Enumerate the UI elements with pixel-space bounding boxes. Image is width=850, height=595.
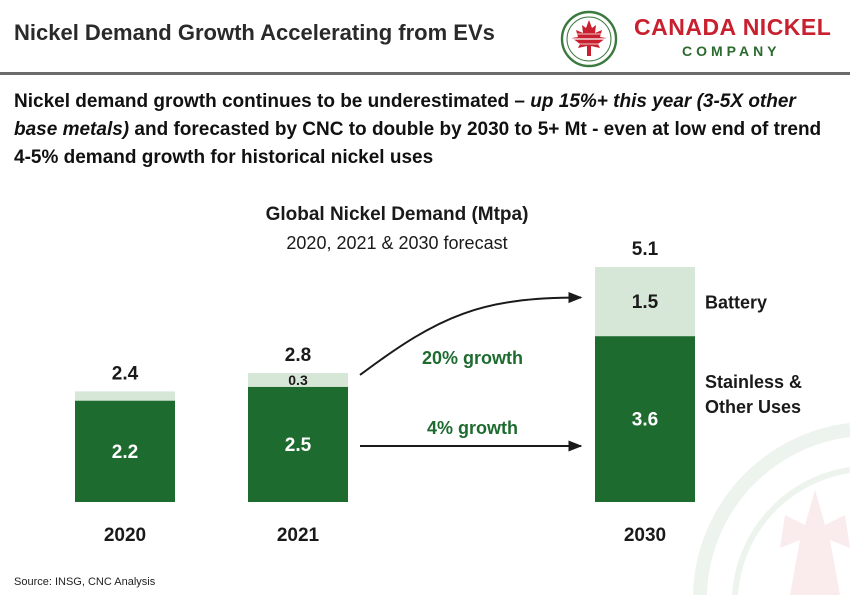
bar-battery-2021 <box>248 372 348 387</box>
title-divider <box>0 72 850 75</box>
bar-stainless-other-uses-2020 <box>75 400 175 502</box>
bar-stainless-other-uses-2030 <box>595 336 695 502</box>
bar-stainless-other-uses-2021 <box>248 386 348 502</box>
x-tick-label-2020: 2020 <box>104 525 146 546</box>
headline-emphasis: up 15%+ this year (3-5X other base metal… <box>14 91 796 140</box>
headline-part2: and forecasted by CNC to double by 2030 … <box>14 119 822 168</box>
total-label-2020: 2.4 <box>112 363 139 384</box>
annotation-battery-growth: 20% growth <box>422 348 523 368</box>
source-note: Source: INSG, CNC Analysis <box>14 576 156 588</box>
legend-battery: Battery <box>705 293 767 313</box>
data-label-battery-2030: 1.5 <box>632 292 659 313</box>
slide-title: Nickel Demand Growth Accelerating from E… <box>14 20 495 45</box>
bar-battery-2030 <box>595 267 695 337</box>
data-label-stainless-other-uses-2020: 2.2 <box>112 442 138 463</box>
legend-stainless-line1: Stainless & <box>705 372 802 392</box>
headline-part1: Nickel demand growth continues to be und… <box>14 91 531 112</box>
x-tick-label-2021: 2021 <box>277 525 320 546</box>
maple-leaf-icon <box>560 10 618 68</box>
bar-battery-2020 <box>75 391 175 401</box>
data-label-battery-2021: 0.3 <box>288 372 308 388</box>
logo-text: CANADA NICKEL <box>634 14 832 40</box>
logo-subtext: COMPANY <box>682 43 781 59</box>
total-label-2021: 2.8 <box>285 345 311 366</box>
annotation-stainless-growth: 4% growth <box>427 418 518 438</box>
x-tick-label-2030: 2030 <box>624 525 666 546</box>
headline: Nickel demand growth continues to be und… <box>14 88 839 172</box>
chart-subtitle: 2020, 2021 & 2030 forecast <box>286 233 507 253</box>
legend-stainless-line2: Other Uses <box>705 397 801 417</box>
company-logo: CANADA NICKEL COMPANY <box>552 8 842 70</box>
data-label-stainless-other-uses-2021: 2.5 <box>285 435 312 456</box>
growth-arrow-battery <box>359 291 583 376</box>
chart-title: Global Nickel Demand (Mtpa) <box>266 204 529 225</box>
background-watermark <box>693 423 850 595</box>
total-label-2030: 5.1 <box>632 239 659 260</box>
data-label-stainless-other-uses-2030: 3.6 <box>632 410 658 431</box>
